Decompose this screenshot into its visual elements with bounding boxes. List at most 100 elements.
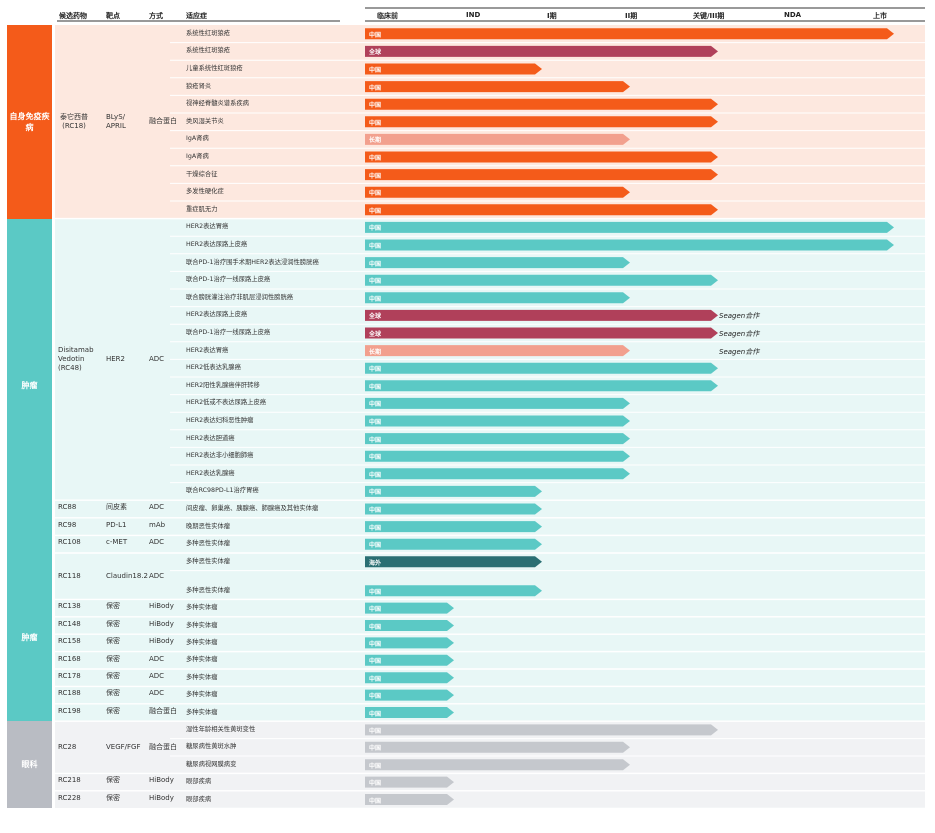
indication-label: HER2表达尿路上皮癌 bbox=[186, 241, 248, 248]
bar-status-label: 中国 bbox=[369, 278, 382, 286]
pipeline-bar bbox=[365, 620, 454, 631]
drug-target: 保密 bbox=[106, 619, 120, 628]
indication-label: 多种恶性实体瘤 bbox=[186, 557, 231, 565]
pipeline-bar bbox=[365, 468, 630, 480]
drug-candidate: RC188 bbox=[58, 689, 81, 698]
bar-status-label: 中国 bbox=[369, 155, 382, 162]
bar-status-label: 中国 bbox=[369, 207, 382, 215]
indication-label: 联合PD-1治疗围手术期HER2表达浸润性膀胱癌 bbox=[186, 258, 319, 266]
drug-modality: HiBody bbox=[149, 793, 174, 802]
drug-candidate: RC118 bbox=[58, 571, 81, 580]
pipeline-bar bbox=[365, 521, 542, 533]
pipeline-bar bbox=[365, 63, 542, 75]
drug-candidate: RC218 bbox=[58, 776, 81, 785]
pipeline-bar bbox=[365, 45, 718, 57]
pipeline-bar bbox=[365, 257, 630, 269]
phase-label-5: NDA bbox=[784, 11, 802, 19]
pipeline-bar bbox=[365, 98, 718, 110]
drug-target: c-MET bbox=[106, 538, 128, 547]
indication-label: IgA肾病 bbox=[186, 153, 209, 160]
drug-target: 保密 bbox=[106, 602, 120, 611]
pipeline-bar bbox=[365, 485, 542, 497]
indication-label: 视神经脊髓炎谱系疾病 bbox=[186, 100, 249, 108]
bar-status-label: 中国 bbox=[369, 67, 382, 74]
indication-label: 系统性红斑狼疮 bbox=[186, 47, 231, 55]
drug-target: HER2 bbox=[106, 354, 126, 363]
indication-label: 湿性年龄相关性黄斑变性 bbox=[186, 725, 256, 733]
drug-target: PD-L1 bbox=[106, 520, 127, 529]
indication-label: 多种实体瘤 bbox=[186, 708, 218, 716]
bar-status-label: 中国 bbox=[369, 710, 382, 718]
pipeline-bar bbox=[365, 602, 454, 614]
section-label: 眼科 bbox=[7, 721, 52, 809]
pipeline-bar bbox=[365, 186, 630, 198]
partner-note: Seagen合作 bbox=[719, 312, 760, 321]
pipeline-bar bbox=[365, 503, 542, 515]
phase-label-0: 临床前 bbox=[377, 12, 398, 20]
pipeline-bar bbox=[365, 292, 630, 304]
indication-label: 多种恶性实体瘤 bbox=[186, 540, 231, 548]
drug-modality: ADC bbox=[149, 689, 165, 698]
bar-status-label: 中国 bbox=[369, 693, 382, 701]
indication-label: HER2表达胆道癌 bbox=[186, 434, 235, 442]
indication-label: HER2低或不表达尿路上皮癌 bbox=[186, 399, 267, 407]
indication-label: 联合RC98PD-L1治疗胃癌 bbox=[186, 487, 259, 495]
indication-label: 联合膀胱灌注治疗非肌层浸润性膀胱癌 bbox=[186, 293, 294, 301]
pipeline-bar bbox=[365, 776, 454, 788]
bar-status-label: 中国 bbox=[369, 780, 382, 788]
bar-status-label: 中国 bbox=[369, 797, 382, 805]
drug-target: 保密 bbox=[106, 793, 120, 802]
indication-label: 间皮瘤、卵巢癌、胰腺癌、肺腺癌及其他实体瘤 bbox=[186, 505, 319, 512]
indication-label: 多种实体瘤 bbox=[186, 673, 218, 681]
indication-label: 眼部疾病 bbox=[186, 778, 212, 786]
pipeline-bar bbox=[365, 28, 894, 40]
indication-label: 多种实体瘤 bbox=[186, 691, 218, 699]
section-label: 自身免疫疾病 bbox=[7, 25, 52, 219]
drug-target: Claudin18.2 bbox=[106, 571, 148, 580]
pipeline-bar bbox=[365, 538, 542, 550]
bar-status-label: 全球 bbox=[369, 331, 382, 338]
indication-label: 多种实体瘤 bbox=[186, 656, 218, 664]
pipeline-bar bbox=[365, 327, 718, 339]
phase-label-1: IND bbox=[466, 11, 481, 19]
pipeline-bar bbox=[365, 689, 454, 701]
pipeline-bar bbox=[365, 654, 454, 666]
drug-candidate: RC198 bbox=[58, 706, 81, 715]
drug-modality: 融合蛋白 bbox=[149, 117, 177, 126]
bar-status-label: 中国 bbox=[369, 119, 382, 127]
bar-status-label: 中国 bbox=[369, 542, 382, 550]
indication-label: HER2表达非小细胞肺癌 bbox=[186, 452, 254, 460]
indication-label: HER2表达妇科恶性肿瘤 bbox=[186, 417, 254, 424]
indication-label: 糖尿病性黄斑水肿 bbox=[186, 743, 237, 751]
bar-status-label: 中国 bbox=[369, 260, 382, 268]
phase-label-3: II期 bbox=[625, 12, 638, 20]
pipeline-bar bbox=[365, 345, 630, 357]
pipeline-bar bbox=[365, 169, 718, 181]
indication-label: 联合PD-1治疗一线尿路上皮癌 bbox=[186, 329, 271, 336]
drug-candidate: Disitamab Vedotin (RC48) bbox=[58, 345, 94, 372]
indication-label: IgA肾病 bbox=[186, 135, 209, 143]
drug-modality: ADC bbox=[149, 503, 165, 512]
bar-status-label: 中国 bbox=[369, 675, 382, 683]
pipeline-bar bbox=[365, 309, 718, 321]
bar-status-label: 中国 bbox=[369, 366, 382, 374]
drug-target: 保密 bbox=[106, 706, 120, 715]
drug-candidate: RC88 bbox=[58, 503, 77, 512]
phase-label-2: I期 bbox=[547, 12, 557, 20]
drug-modality: 融合蛋白 bbox=[149, 706, 177, 715]
header-target: 靶点 bbox=[106, 12, 120, 20]
indication-label: HER2表达尿路上皮癌 bbox=[186, 311, 248, 319]
bar-status-label: 中国 bbox=[369, 401, 382, 409]
indication-label: 晚期恶性实体瘤 bbox=[186, 522, 231, 530]
indication-label: 联合PD-1治疗一线尿路上皮癌 bbox=[186, 276, 271, 284]
indication-label: HER2表达胃癌 bbox=[186, 223, 229, 231]
bar-status-label: 全球 bbox=[369, 313, 382, 321]
indication-label: 类风湿关节炎 bbox=[186, 117, 224, 125]
bar-status-label: 长期 bbox=[369, 348, 382, 356]
drug-modality: ADC bbox=[149, 354, 165, 363]
bar-status-label: 中国 bbox=[369, 172, 382, 180]
drug-target: 保密 bbox=[106, 672, 120, 680]
pipeline-bar bbox=[365, 707, 454, 718]
pipeline-bar bbox=[365, 133, 630, 145]
